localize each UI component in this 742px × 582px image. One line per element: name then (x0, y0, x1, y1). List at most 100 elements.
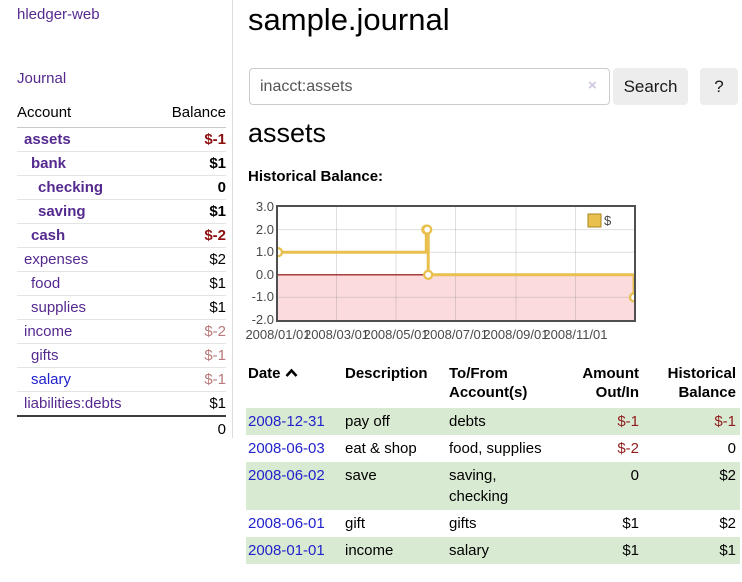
account-row: expenses $2 (17, 247, 226, 272)
account-link[interactable]: assets (24, 131, 71, 148)
legend-label: $ (604, 213, 612, 228)
account-balance: $-1 (154, 343, 226, 368)
y-axis-tick: 1.0 (255, 244, 274, 260)
account-row: salary $-1 (17, 367, 226, 392)
account-link[interactable]: supplies (31, 299, 87, 316)
account-link[interactable]: saving (38, 203, 86, 220)
account-row: assets $-1 (17, 127, 226, 152)
account-link[interactable]: food (31, 275, 61, 292)
account-link[interactable]: checking (38, 179, 104, 196)
accounts-table: Account Balance assets $-1 bank $1 check… (17, 100, 226, 441)
description-column-header: Description (345, 365, 428, 382)
account-row: bank $1 (17, 151, 226, 176)
transaction-date-link[interactable]: 2008-06-02 (248, 467, 325, 484)
account-link[interactable]: cash (31, 227, 66, 244)
x-axis-tick: 2008/09/01 (483, 327, 549, 342)
account-balance: $1 (154, 391, 226, 417)
transaction-balance: 0 (727, 440, 736, 457)
account-link[interactable]: gifts (31, 347, 59, 364)
chart-title: Historical Balance: (248, 168, 384, 185)
account-balance: $-2 (154, 223, 226, 248)
date-column-header[interactable]: Date (246, 362, 343, 408)
account-link[interactable]: expenses (24, 251, 89, 268)
account-balance: $-2 (154, 319, 226, 344)
x-axis-tick: 2008/01/01 (245, 327, 311, 342)
account-balance: $1 (154, 199, 226, 224)
transaction-row: 2008-06-02 save saving, checking 0 $2 (246, 462, 740, 510)
negative-region (278, 274, 634, 320)
transaction-amount: 0 (630, 467, 639, 484)
account-balance: $-1 (154, 127, 226, 152)
account-row: saving $1 (17, 199, 226, 224)
account-link[interactable]: income (24, 323, 73, 340)
search-form: × Search ? (248, 68, 742, 105)
accounts-total-row: 0 (17, 415, 226, 441)
account-row: checking 0 (17, 175, 226, 200)
data-point (422, 224, 433, 235)
transaction-description: eat & shop (345, 440, 417, 457)
sidebar: hledger-web Journal Account Balance asse… (0, 0, 233, 441)
main-content: sample.journal × Search ? assets Histori… (245, 0, 742, 582)
help-button[interactable]: ? (700, 68, 738, 105)
y-axis-tick: 2.0 (255, 221, 274, 237)
transaction-row: 2008-06-01 gift gifts $1 $2 (246, 510, 740, 537)
transaction-amount: $-1 (617, 413, 639, 430)
account-link[interactable]: bank (31, 155, 67, 172)
sort-ascending-icon (285, 368, 297, 377)
transaction-amount: $-2 (617, 440, 639, 457)
account-balance: $1 (154, 151, 226, 176)
accounts-table-header: Account Balance (17, 100, 226, 128)
account-link[interactable]: salary (31, 371, 72, 388)
search-input[interactable] (249, 68, 610, 105)
account-balance: $1 (154, 295, 226, 320)
account-row: gifts $-1 (17, 343, 226, 368)
balance-column-header: Historical Balance (667, 365, 736, 401)
account-balance: 0 (154, 175, 226, 200)
clear-search-icon[interactable]: × (588, 77, 597, 94)
transaction-amount: $1 (622, 542, 639, 559)
y-axis-tick: 0.0 (255, 266, 274, 282)
transaction-balance: $1 (719, 542, 736, 559)
y-axis-tick: -2.0 (251, 312, 274, 327)
account-row: liabilities:debts $1 (17, 391, 226, 417)
chart-canvas: $ (278, 207, 634, 320)
transaction-accounts: food, supplies (449, 440, 542, 457)
account-row: cash $-2 (17, 223, 226, 248)
transaction-date-link[interactable]: 2008-06-01 (248, 515, 325, 532)
historical-balance-chart: $ 3.0 2.0 1.0 0.0 -1.0 -2.0 2008/01/01 2008/03/… (245, 198, 742, 343)
data-point (423, 269, 434, 280)
chart-plot-area: $ (276, 205, 636, 322)
account-row: supplies $1 (17, 295, 226, 320)
app-title-link[interactable]: hledger-web (17, 6, 100, 23)
data-point (278, 247, 284, 258)
transaction-accounts: saving, checking (449, 467, 509, 505)
x-axis-tick: 2008/11/01 (543, 327, 608, 342)
page-title: sample.journal (248, 2, 450, 37)
transaction-accounts: salary (449, 542, 490, 559)
transaction-date-link[interactable]: 2008-06-03 (248, 440, 325, 457)
y-axis-tick: -1.0 (251, 289, 274, 305)
transaction-accounts: debts (449, 413, 486, 430)
transaction-date-link[interactable]: 2008-01-01 (248, 542, 325, 559)
search-button[interactable]: Search (613, 68, 688, 105)
transaction-description: gift (345, 515, 366, 532)
account-link[interactable]: liabilities:debts (24, 395, 122, 412)
transaction-balance: $-1 (714, 413, 736, 430)
transactions-header-row: Date Description To/From Account(s) Amou… (246, 362, 740, 408)
transaction-description: income (345, 542, 394, 559)
transaction-row: 2008-06-03 eat & shop food, supplies $-2… (246, 435, 740, 462)
legend-swatch (587, 213, 602, 228)
transaction-description: pay off (345, 413, 390, 430)
account-balance: $-1 (154, 367, 226, 392)
transaction-balance: $2 (719, 515, 736, 532)
x-axis-tick: 2008/05/01 (363, 327, 429, 342)
accounts-total-balance: 0 (154, 415, 226, 441)
transaction-date-link[interactable]: 2008-12-31 (248, 413, 325, 430)
account-heading: assets (248, 118, 327, 148)
transaction-description: save (345, 467, 377, 484)
account-column-header: Account (17, 100, 155, 128)
sidebar-item-journal[interactable]: Journal (17, 70, 67, 87)
transaction-row: 2008-12-31 pay off debts $-1 $-1 (246, 408, 740, 435)
balance-column-header: Balance (154, 100, 226, 128)
transaction-accounts: gifts (449, 515, 477, 532)
